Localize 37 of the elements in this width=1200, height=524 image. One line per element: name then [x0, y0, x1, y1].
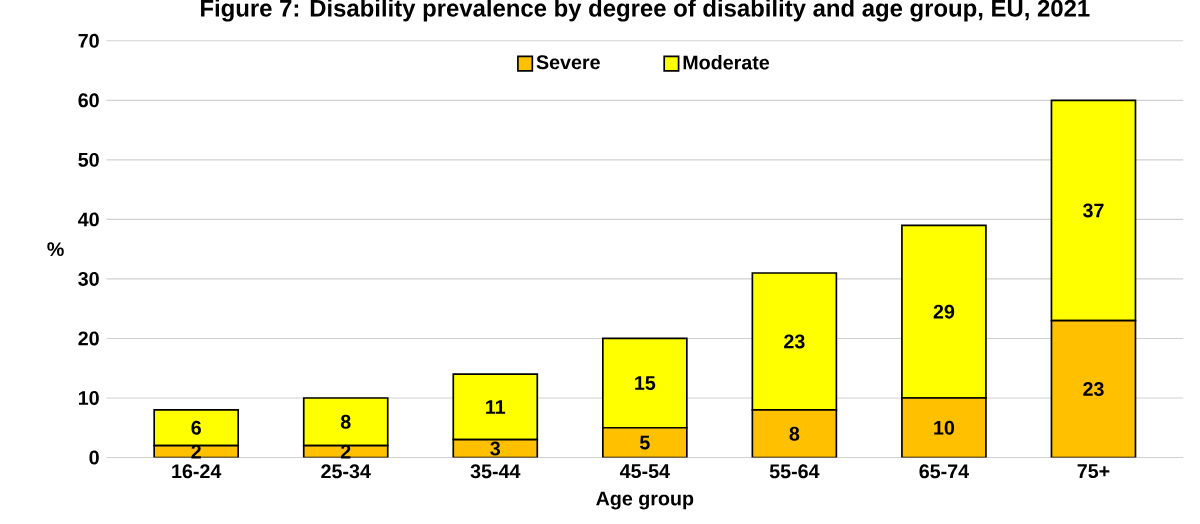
x-tick-label: 16-24 — [172, 464, 222, 479]
bar — [601, 337, 688, 429]
x-tick-label: 45-54 — [619, 464, 670, 479]
data-label: 3 — [490, 441, 501, 456]
data-label: 8 — [789, 426, 800, 441]
data-label: 23 — [1083, 382, 1104, 397]
y-tick-label: 60 — [78, 93, 99, 108]
x-tick-label: 35-44 — [470, 464, 521, 479]
legend-label: Severe — [536, 55, 600, 70]
x-tick-label: 25-34 — [321, 464, 371, 479]
x-axis-title: Age group — [596, 491, 694, 510]
x-tick-label: 65-74 — [919, 464, 969, 479]
data-label: 37 — [1082, 203, 1104, 218]
y-axis-title: % — [47, 242, 64, 257]
bar — [901, 397, 987, 458]
data-label: 11 — [486, 400, 506, 414]
y-tick-label: 10 — [78, 391, 99, 405]
data-label: 8 — [340, 414, 351, 429]
data-label: 6 — [191, 420, 201, 435]
bar — [452, 373, 539, 441]
data-label: 29 — [933, 304, 955, 319]
data-label: 23 — [784, 334, 805, 349]
chart-title: Figure 7: Disability prevalence by degree of disability and age group, EU, 2021 — [201, 0, 1090, 22]
y-tick-label: 30 — [78, 271, 99, 286]
y-tick-label: 0 — [89, 450, 99, 465]
y-tick-label: 20 — [78, 331, 99, 346]
data-label: 5 — [639, 435, 650, 450]
x-tick-label: 55-64 — [769, 464, 820, 479]
bar — [751, 409, 838, 458]
y-tick-label: 50 — [78, 152, 99, 167]
x-tick-label: 75+ — [1077, 464, 1110, 479]
y-tick-label: 70 — [78, 33, 99, 48]
data-label: 15 — [635, 376, 656, 390]
data-label: 10 — [934, 420, 955, 435]
bar — [1050, 319, 1137, 458]
legend-label: Moderate — [683, 55, 770, 70]
y-tick-label: 40 — [78, 212, 99, 227]
